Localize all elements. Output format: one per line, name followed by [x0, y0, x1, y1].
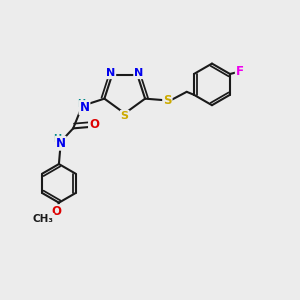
Text: CH₃: CH₃	[33, 214, 54, 224]
Text: H: H	[77, 99, 86, 109]
Text: N: N	[56, 137, 66, 150]
Text: H: H	[53, 134, 61, 144]
Text: O: O	[52, 205, 61, 218]
Text: N: N	[106, 68, 115, 78]
Text: O: O	[89, 118, 99, 131]
Text: S: S	[163, 94, 172, 106]
Text: S: S	[121, 111, 129, 121]
Text: F: F	[236, 64, 244, 77]
Text: N: N	[80, 101, 89, 114]
Text: N: N	[134, 68, 143, 78]
